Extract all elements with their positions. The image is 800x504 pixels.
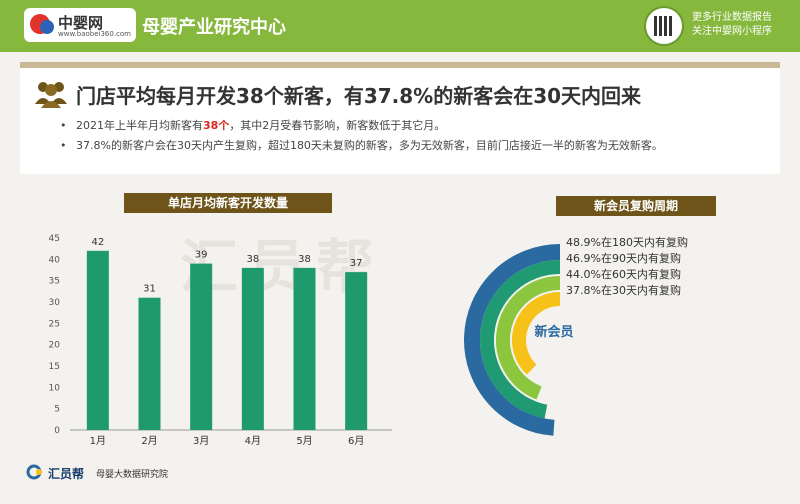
footer-brand: 汇员帮 — [48, 467, 85, 481]
y-tick-label: 25 — [49, 319, 60, 329]
bar — [86, 250, 109, 430]
ring-arc — [464, 244, 561, 436]
watermark: 汇员帮 — [180, 233, 385, 301]
logo-url: www.baobei360.com — [58, 30, 132, 38]
x-tick-label: 1月 — [90, 435, 106, 447]
x-tick-label: 3月 — [193, 435, 209, 447]
y-tick-label: 15 — [49, 362, 60, 372]
headline-title: 门店平均每月开发38个新客，有37.8%的新客会在30天内回来 — [76, 84, 642, 108]
footer-logo-icon — [26, 464, 42, 480]
x-tick-label: 4月 — [245, 435, 261, 447]
footer-subtitle: 母婴大数据研究院 — [96, 470, 169, 480]
y-tick-label: 45 — [49, 234, 60, 244]
ring-arc — [480, 260, 561, 419]
y-tick-label: 5 — [54, 405, 60, 415]
bullet1-suffix: ，其中2月受春节影响，新客数低于其它月。 — [229, 119, 446, 132]
bar-chart-title: 单店月均新客开发数量 — [124, 193, 332, 213]
headline-card: 门店平均每月开发38个新客，有37.8%的新客会在30天内回来 2021年上半年… — [20, 62, 780, 174]
ring-arc — [496, 276, 561, 400]
bullet-monthly-new: 2021年上半年月均新客有38个，其中2月受春节影响，新客数低于其它月。 — [60, 116, 760, 136]
ring-legend-item: 48.9%在180天内有复购 — [566, 236, 688, 249]
people-group-icon — [35, 82, 67, 108]
bar-value-label: 39 — [195, 250, 208, 261]
y-tick-label: 35 — [49, 277, 60, 287]
bullet1-prefix: 2021年上半年月均新客有 — [76, 119, 203, 132]
y-tick-label: 20 — [49, 341, 61, 351]
top-banner: 中婴网 www.baobei360.com 母婴产业研究中心 更多行业数据报告 … — [0, 0, 800, 52]
promo-line-2: 关注中婴网小程序 — [692, 26, 772, 37]
ring-arc — [512, 292, 561, 375]
bar-value-label: 31 — [143, 284, 156, 295]
ring-chart: 新会员 — [464, 244, 574, 436]
x-tick-label: 6月 — [348, 435, 364, 447]
bar — [345, 272, 368, 430]
logo-name: 中婴网 — [58, 14, 104, 32]
promo-text: 更多行业数据报告 关注中婴网小程序 — [692, 11, 772, 39]
ring-legend-item: 46.9%在90天内有复购 — [566, 252, 681, 265]
x-tick-label: 2月 — [141, 435, 157, 447]
bar — [138, 297, 161, 430]
ring-chart-title: 新会员复购周期 — [556, 196, 716, 216]
ring-center-label: 新会员 — [534, 324, 573, 340]
bar — [190, 263, 213, 430]
bar-value-label: 42 — [91, 237, 104, 248]
y-tick-label: 40 — [49, 255, 61, 265]
bar-value-label: 37 — [350, 258, 363, 269]
ring-legend-item: 37.8%在30天内有复购 — [566, 284, 681, 297]
brand-title: 母婴产业研究中心 — [142, 17, 286, 38]
bar-value-label: 38 — [246, 254, 259, 265]
qr-pattern — [654, 16, 674, 36]
bullet1-highlight: 38个 — [203, 119, 230, 132]
bar-value-label: 38 — [298, 254, 311, 265]
x-tick-label: 5月 — [296, 435, 312, 447]
logo-mark-blue — [40, 20, 54, 34]
site-logo[interactable]: 中婴网 www.baobei360.com — [24, 8, 136, 42]
mini-program-qr-icon[interactable] — [644, 6, 684, 46]
insight-bullets: 2021年上半年月均新客有38个，其中2月受春节影响，新客数低于其它月。 37.… — [60, 116, 760, 156]
promo-line-1: 更多行业数据报告 — [692, 12, 772, 23]
bar — [293, 267, 316, 430]
ring-legend: 48.9%在180天内有复购 46.9%在90天内有复购 44.0%在60天内有复购… — [566, 235, 688, 299]
bullet-repurchase: 37.8%的新客户会在30天内产生复购，超过180天未复购的新客，多为无效新客，… — [60, 136, 760, 156]
y-tick-label: 0 — [54, 426, 60, 436]
ring-legend-item: 44.0%在60天内有复购 — [566, 268, 681, 281]
y-tick-label: 10 — [49, 383, 61, 393]
y-tick-label: 30 — [49, 298, 61, 308]
bar — [241, 267, 264, 430]
bar-chart: 0 5 10 15 20 25 30 35 40 45 42 1月 31 2月 39 3月 38 4月 38 5月 37… — [49, 234, 392, 447]
